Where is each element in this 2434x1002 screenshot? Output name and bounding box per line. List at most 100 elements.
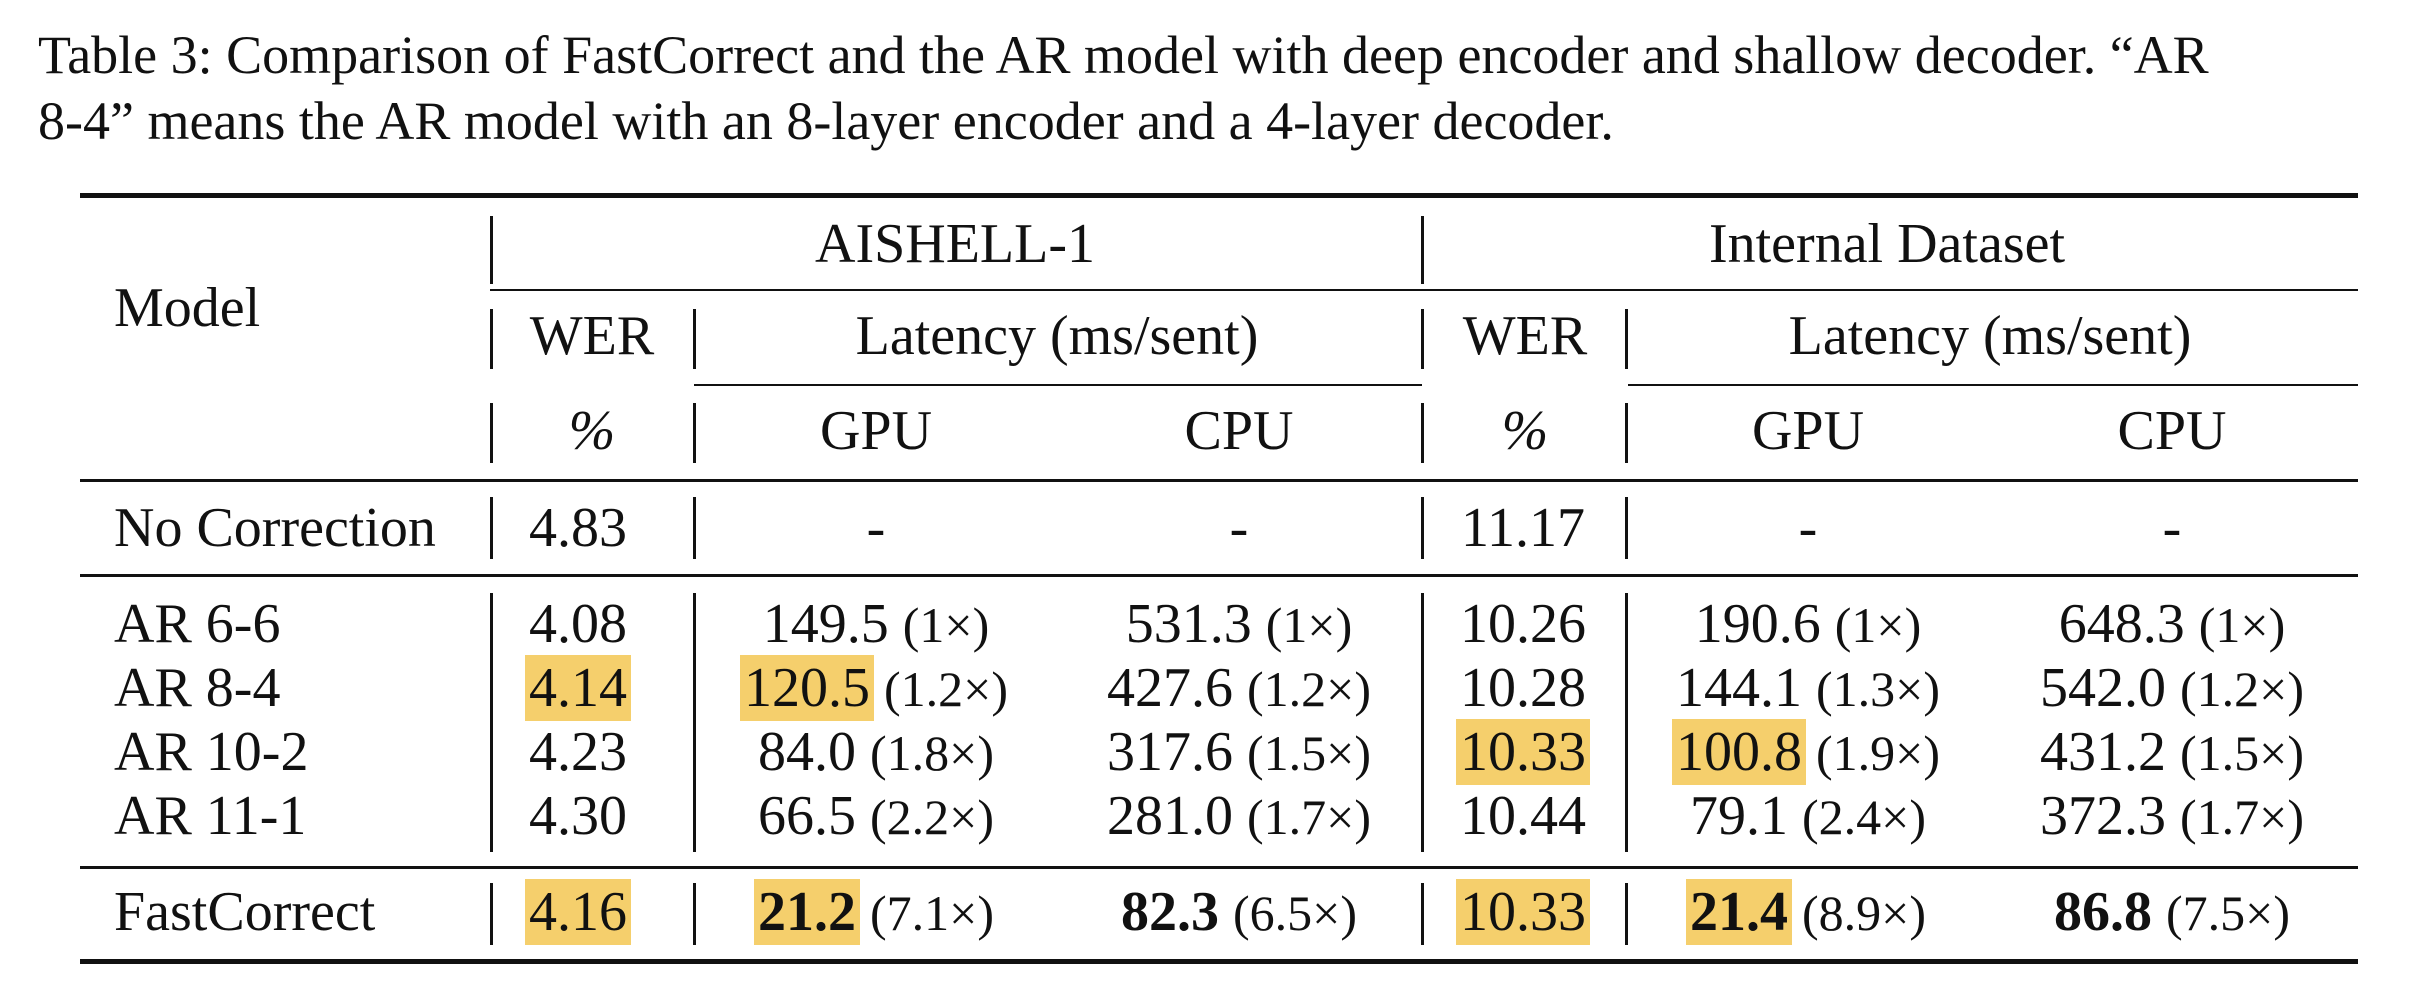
speedup: (2.2×) (870, 789, 994, 845)
cell-i-gpu: 21.4 (8.9×) (1686, 879, 1926, 945)
speedup: (2.4×) (1802, 789, 1926, 845)
latency-value: 317.6 (1107, 721, 1233, 783)
cell-a-wer: 4.08 (529, 593, 627, 655)
aishell-latency-cmidrule (694, 384, 1422, 386)
vbar-model (490, 497, 493, 559)
table-caption: Table 3: Comparison of FastCorrect and t… (38, 22, 2408, 154)
latency-value: 281.0 (1107, 785, 1233, 847)
cell-a-cpu: 281.0 (1.7×) (1107, 784, 1371, 849)
cell-i-gpu: 144.1 (1.3×) (1676, 656, 1940, 721)
cell-i-wer: 10.33 (1456, 719, 1590, 785)
aishell-cmidrule (490, 289, 1422, 291)
baseline-rule (80, 574, 2358, 577)
row-model: AR 10-2 (114, 721, 309, 783)
vbar-model (490, 216, 493, 284)
cell-a-cpu: 427.6 (1.2×) (1107, 656, 1371, 721)
cell-a-cpu: 82.3 (6.5×) (1121, 880, 1357, 945)
latency-value: 372.3 (2040, 785, 2166, 847)
cell-i-wer: 10.44 (1460, 785, 1586, 847)
latency-value: 542.0 (2040, 657, 2166, 719)
vbar-dataset (1421, 216, 1424, 284)
cell-i-gpu: 79.1 (2.4×) (1690, 784, 1926, 849)
speedup: (1×) (902, 597, 990, 653)
speedup: (8.9×) (1802, 885, 1926, 941)
caption-line-2: 8-4” means the AR model with an 8-layer … (38, 91, 1614, 151)
cell-i-wer: 10.33 (1456, 879, 1590, 945)
bold-value: 82.3 (1121, 881, 1219, 943)
fastcorrect-rule (80, 866, 2358, 869)
cell-a-gpu: 21.2 (7.1×) (754, 879, 994, 945)
cell-a-cpu: - (1229, 497, 1249, 559)
vbar-a-wer (693, 593, 696, 852)
latency-value: 190.6 (1694, 593, 1821, 655)
latency-value: 149.5 (762, 593, 889, 655)
vbar-a-wer (693, 497, 696, 559)
cell-i-gpu: 190.6 (1×) (1695, 592, 1922, 657)
cell-a-wer: 4.16 (525, 879, 631, 945)
header-i-wer: WER (1462, 305, 1588, 367)
cell-a-wer: 4.23 (529, 721, 627, 783)
cell-i-cpu: 431.2 (1.5×) (2040, 720, 2304, 785)
speedup: (1.2×) (1247, 661, 1371, 717)
highlighted-bold-value: 21.4 (1686, 879, 1792, 945)
cell-i-cpu: 648.3 (1×) (2059, 592, 2286, 657)
vbar-a-wer (693, 309, 696, 369)
speedup: (6.5×) (1233, 885, 1357, 941)
bottom-rule (80, 959, 2358, 964)
highlighted-value: 100.8 (1672, 719, 1806, 785)
header-aishell: AISHELL-1 (815, 213, 1095, 275)
speedup: (1.5×) (1247, 725, 1371, 781)
vbar-dataset (1421, 883, 1424, 945)
cell-i-wer: 11.17 (1461, 497, 1585, 559)
vbar-dataset (1421, 497, 1424, 559)
row-model: FastCorrect (114, 881, 376, 943)
cell-a-gpu: 84.0 (1.8×) (758, 720, 994, 785)
speedup: (7.5×) (2166, 885, 2290, 941)
highlighted-value: 4.14 (525, 655, 631, 721)
speedup: (1.2×) (884, 661, 1008, 717)
header-a-latency: Latency (ms/sent) (855, 305, 1259, 367)
header-rule (80, 479, 2358, 482)
latency-value: 648.3 (2058, 593, 2185, 655)
header-i-pct: % (1501, 400, 1549, 462)
header-i-gpu: GPU (1751, 400, 1865, 462)
cell-i-gpu: 100.8 (1.9×) (1672, 719, 1940, 785)
bold-value: 86.8 (2054, 881, 2152, 943)
cell-i-cpu: 542.0 (1.2×) (2040, 656, 2304, 721)
cell-a-cpu: 317.6 (1.5×) (1107, 720, 1371, 785)
speedup: (1×) (1265, 597, 1353, 653)
highlighted-value: 10.33 (1456, 719, 1590, 785)
header-model: Model (114, 277, 261, 339)
cell-i-cpu: 372.3 (1.7×) (2040, 784, 2304, 849)
cell-i-wer: 10.26 (1460, 593, 1586, 655)
speedup: (1.7×) (1247, 789, 1371, 845)
speedup: (1.2×) (2180, 661, 2304, 717)
vbar-dataset (1421, 403, 1424, 463)
speedup: (1.9×) (1816, 725, 1940, 781)
latency-value: 79.1 (1690, 785, 1788, 847)
vbar-i-wer (1625, 497, 1628, 559)
vbar-i-wer (1625, 403, 1628, 463)
vbar-model (490, 883, 493, 945)
speedup: (1.7×) (2180, 789, 2304, 845)
latency-value: 66.5 (758, 785, 856, 847)
latency-value: 144.1 (1676, 657, 1802, 719)
cell-a-wer: 4.30 (529, 785, 627, 847)
vbar-model (490, 403, 493, 463)
cell-a-gpu: 66.5 (2.2×) (758, 784, 994, 849)
cell-a-gpu: - (866, 497, 886, 559)
vbar-dataset (1421, 309, 1424, 369)
latency-value: 431.2 (2040, 721, 2166, 783)
highlighted-value: 120.5 (740, 655, 874, 721)
row-model: AR 6-6 (114, 593, 281, 655)
speedup: (1.5×) (2180, 725, 2304, 781)
latency-value: 427.6 (1107, 657, 1233, 719)
vbar-i-wer (1625, 883, 1628, 945)
row-model: AR 11-1 (114, 785, 307, 847)
cell-a-gpu: 120.5 (1.2×) (740, 655, 1008, 721)
speedup: (1.8×) (870, 725, 994, 781)
highlighted-bold-value: 21.2 (754, 879, 860, 945)
header-a-cpu: CPU (1184, 400, 1294, 462)
cell-i-wer: 10.28 (1460, 657, 1586, 719)
cell-i-gpu: - (1798, 497, 1818, 559)
